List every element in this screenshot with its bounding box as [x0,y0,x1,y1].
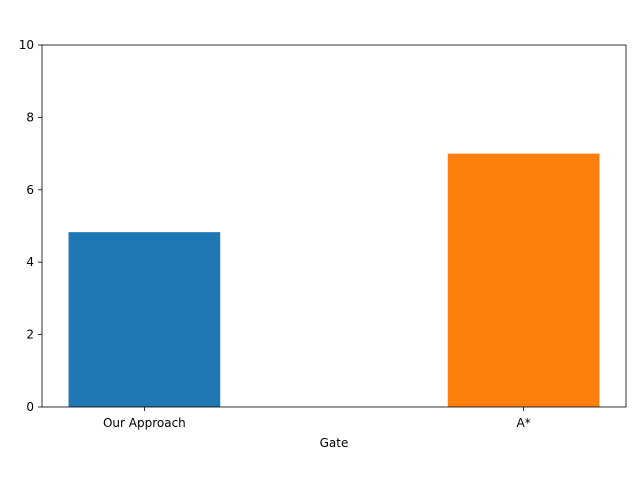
bar-astar [447,153,600,407]
x-tick-label: A* [517,416,531,430]
y-tick-label: 8 [26,110,34,124]
x-axis-label: Gate [320,436,349,450]
y-tick-label: 10 [19,38,34,52]
plot-frame [41,44,627,408]
y-tick-label: 6 [26,183,34,197]
x-axis: Our Approach A* [103,407,531,430]
x-tick-label: Our Approach [103,416,186,430]
y-tick-label: 4 [26,255,34,269]
y-tick-label: 0 [26,400,34,414]
bar-our-approach [68,232,221,407]
y-axis: 0 2 4 6 8 10 [19,38,42,414]
y-tick-label: 2 [26,328,34,342]
bars-group [68,153,600,407]
